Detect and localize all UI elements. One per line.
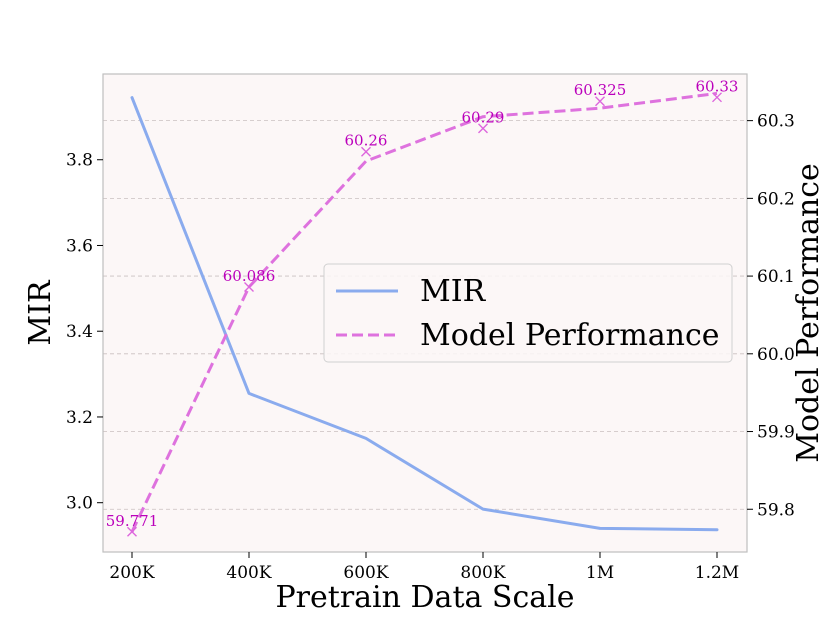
series-line-mir: [130, 96, 719, 532]
y-tick-label-left: 3.6: [66, 236, 93, 256]
data-label: 60.29: [462, 108, 505, 126]
y-tick-label-left: 3.2: [66, 408, 93, 428]
x-tick-label: 600K: [343, 563, 388, 583]
y-tick-label-left: 3.8: [66, 151, 93, 171]
series-layer: [130, 91, 719, 533]
x-tick-label: 400K: [226, 563, 271, 583]
plot-frame: [102, 73, 748, 553]
data-label: 60.325: [574, 81, 627, 99]
data-label: 60.33: [696, 77, 739, 95]
data-point-marker: [478, 123, 488, 134]
y-tick-label-right: 59.8: [757, 500, 795, 520]
y-tick-label-right: 60.0: [757, 345, 795, 365]
y-axis-title-left: MIR: [23, 279, 58, 346]
y-tick-label-right: 60.3: [757, 112, 795, 132]
data-point-marker: [361, 146, 371, 157]
y-tick-label-right: 60.1: [757, 267, 795, 287]
x-tick-label: 200K: [109, 563, 154, 583]
y-tick-label-left: 3.0: [66, 494, 93, 514]
data-label: 59.771: [106, 512, 159, 530]
x-tick-label: 800K: [460, 563, 505, 583]
legend-label-mir: MIR: [420, 274, 487, 309]
data-label: 60.086: [223, 267, 276, 285]
series-line-model-performance: [130, 91, 718, 533]
marker-layer: [127, 92, 722, 537]
axes-layer: 3.0 3.2 3.4 3.6 3.8 59.8 59.9 60.0 60.1 60.2 60.3 2…: [66, 112, 795, 583]
x-tick-label: 1M: [586, 563, 614, 583]
x-axis-title: Pretrain Data Scale: [275, 580, 574, 615]
y-tick-label-right: 59.9: [757, 423, 795, 443]
y-axis-title-right: Model Performance: [791, 163, 826, 463]
x-tick-label: 1.2M: [695, 563, 739, 583]
legend-box: [323, 263, 733, 363]
legend-label-model-performance: Model Performance: [420, 318, 720, 353]
legend: MIR Model Performance: [323, 263, 733, 363]
y-tick-label-right: 60.2: [757, 189, 795, 209]
annotation-layer: 59.771 60.086 60.26 60.29 60.325 60.33: [106, 77, 739, 529]
data-point-marker: [595, 96, 605, 107]
data-label: 60.26: [345, 132, 388, 150]
y-tick-label-left: 3.4: [66, 322, 93, 342]
data-point-marker: [712, 92, 722, 103]
data-point-marker: [127, 526, 137, 537]
data-point-marker: [244, 281, 254, 292]
